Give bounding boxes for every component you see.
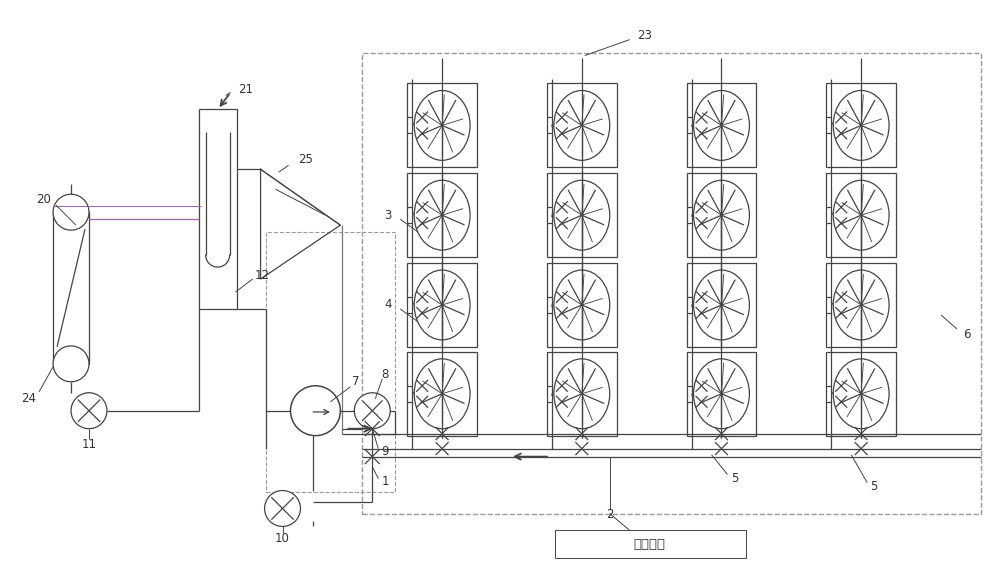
Text: 12: 12 [255, 268, 270, 282]
Circle shape [290, 386, 340, 436]
Text: ∧: ∧ [410, 212, 415, 218]
Text: 6: 6 [963, 328, 971, 342]
Bar [407, 352, 477, 436]
Bar [826, 173, 896, 257]
Text: 9: 9 [382, 445, 389, 458]
Bar [547, 263, 617, 347]
Bar [547, 83, 617, 167]
Text: 25: 25 [298, 153, 313, 166]
Text: 11: 11 [81, 438, 96, 451]
Ellipse shape [53, 346, 89, 382]
Circle shape [354, 393, 390, 429]
Text: 2: 2 [606, 508, 613, 521]
Text: 4: 4 [385, 298, 392, 312]
Text: ∧: ∧ [410, 123, 415, 129]
Text: 5: 5 [870, 480, 878, 493]
Bar [407, 83, 477, 167]
Bar [826, 83, 896, 167]
Bar [407, 263, 477, 347]
Circle shape [71, 393, 107, 429]
Text: 7: 7 [352, 375, 359, 388]
Text: ∧: ∧ [689, 302, 694, 308]
Bar [266, 232, 395, 491]
Text: 24: 24 [22, 392, 37, 405]
Bar [199, 109, 237, 309]
Bar [555, 531, 746, 558]
Text: 21: 21 [238, 83, 253, 96]
Bar [407, 173, 477, 257]
Text: ∧: ∧ [829, 123, 834, 129]
Text: 3: 3 [385, 209, 392, 222]
Bar [826, 352, 896, 436]
Text: 空冷系统: 空冷系统 [634, 538, 666, 551]
Bar [687, 83, 756, 167]
Bar [826, 263, 896, 347]
Ellipse shape [53, 194, 89, 230]
Text: ∧: ∧ [689, 212, 694, 218]
Text: 20: 20 [36, 193, 51, 205]
Text: ∧: ∧ [689, 123, 694, 129]
Text: ∧: ∧ [829, 391, 834, 397]
Bar [687, 263, 756, 347]
Text: ∧: ∧ [829, 302, 834, 308]
Text: ∧: ∧ [549, 391, 554, 397]
Text: ∧: ∧ [549, 302, 554, 308]
Text: 10: 10 [275, 532, 290, 545]
Text: ∧: ∧ [410, 391, 415, 397]
Bar [547, 173, 617, 257]
Bar [53, 212, 89, 364]
Text: 1: 1 [382, 475, 389, 488]
Text: 8: 8 [382, 368, 389, 382]
Circle shape [265, 491, 300, 527]
Text: 5: 5 [731, 472, 738, 485]
Bar [362, 53, 981, 514]
Text: ∧: ∧ [829, 212, 834, 218]
Bar [547, 352, 617, 436]
Bar [687, 352, 756, 436]
Text: ∧: ∧ [549, 212, 554, 218]
Text: ∧: ∧ [689, 391, 694, 397]
Text: ∧: ∧ [410, 302, 415, 308]
Bar [687, 173, 756, 257]
Text: ∧: ∧ [549, 123, 554, 129]
Text: 23: 23 [637, 29, 652, 42]
